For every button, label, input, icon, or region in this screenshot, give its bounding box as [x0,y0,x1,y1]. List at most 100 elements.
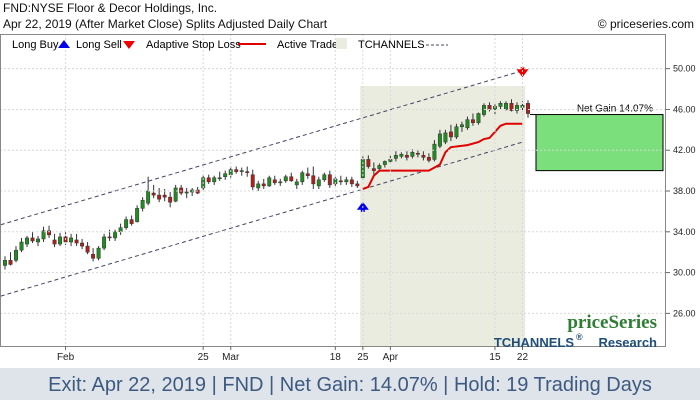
candle-up [382,161,387,165]
y-tick-label: 30.00 [673,268,696,278]
candle-down [52,239,57,245]
buy-arrow-icon [58,40,70,48]
candle-down [448,131,453,138]
candle-down [206,177,211,183]
candle-up [515,105,519,111]
candle-up [399,154,404,157]
candle-down [157,194,162,200]
candle-down [162,194,167,198]
candle-down [8,260,13,265]
candle-up [41,230,46,240]
net-gain-box [535,114,664,172]
x-tick-label: Apr [383,352,399,363]
y-tick-label: 38.00 [673,186,696,196]
candle-down [366,159,371,167]
candle-down [415,153,420,155]
candle-down [250,174,255,188]
candle-down [91,253,96,259]
axes: 26.00 30.00 34.00 38.00 42.00 46.00 50.00 Feb 25… [0,34,696,363]
candle-down [195,189,200,194]
candle-up [184,191,189,194]
watermark-reg: ® [576,332,583,342]
candle-up [410,152,415,157]
candle-up [316,179,321,187]
candle-down [47,230,51,236]
candle-up [498,103,503,107]
candle-up [482,105,486,115]
candle-down [234,169,239,172]
y-tick-label: 34.00 [673,227,696,237]
x-tick-label: 18 [330,352,342,363]
watermark-brand: priceSeries [567,312,657,333]
y-tick-label: 46.00 [673,104,696,114]
watermark-research: Research [598,335,657,350]
tchannel-lines [0,70,523,297]
candle-up [465,119,470,129]
candle-up [256,183,261,189]
footer-summary: Exit: Apr 22, 2019 | FND | Net Gain: 14.… [48,374,652,396]
candle-up [135,208,140,222]
candle-up [102,236,107,249]
footer-bar [0,368,700,400]
candle-up [223,173,228,177]
candle-down [168,196,173,203]
x-tick-label: Mar [222,352,240,363]
candle-up [283,176,288,182]
candle-up [377,165,382,169]
candle-up [124,219,129,228]
candle-up [322,174,327,181]
candle-down [107,236,112,239]
legend-tchannels: TCHANNELS [358,39,425,51]
net-gain-label: Net Gain 14.07% [577,104,653,115]
candle-down [426,157,431,161]
candle-down [80,242,85,247]
candle-up [454,126,459,138]
adaptive-stop-layer [362,122,523,190]
candle-up [118,227,123,233]
candle-up [58,236,63,245]
chart-title: FND:NYSE Floor & Decor Holdings, Inc. [3,1,218,15]
candle-up [173,187,178,202]
candle-up [19,241,24,251]
candle-down [74,239,79,244]
candle-up [14,249,18,261]
candle-up [69,237,74,243]
active-trade-swatch [336,38,347,49]
candle-up [476,113,481,123]
candle-down [151,192,156,196]
candle-up [294,181,299,186]
candle-up [239,170,244,172]
candle-up [344,179,349,183]
adaptive-stop-line [362,122,523,190]
candle-down [338,180,343,183]
sell-arrow-icon [123,41,135,49]
legend-active-trade: Active Trade [277,39,338,51]
candle-down [129,219,134,224]
watermark-tchannels: TCHANNELS [494,335,574,350]
candle-down [421,155,426,158]
candle-up [267,177,272,187]
legend-long-buy: Long Buy [12,39,59,51]
sell-marker-stem [520,67,525,71]
candle-down [311,175,316,185]
candle-up [300,172,305,183]
candle-up [278,181,283,184]
plot-frame [0,34,666,347]
candle-down [261,183,266,187]
buy-marker [356,201,369,210]
legend: Long Buy Long Sell Adaptive Stop Loss Ac… [12,38,448,51]
x-tick-label: Feb [57,352,75,363]
candle-up [25,237,29,245]
candle-down [305,173,310,176]
x-tick-label: 25 [357,352,369,363]
candle-down [30,237,35,242]
candle-up [3,260,7,266]
copyright-brand: © priceseries.com [597,17,694,31]
candle-up [504,103,508,110]
candle-up [36,238,40,243]
candle-down [526,103,530,114]
candle-down [355,183,360,187]
candle-down [179,187,184,194]
candle-down [327,174,332,186]
legend-adaptive-stop: Adaptive Stop Loss [146,39,241,51]
